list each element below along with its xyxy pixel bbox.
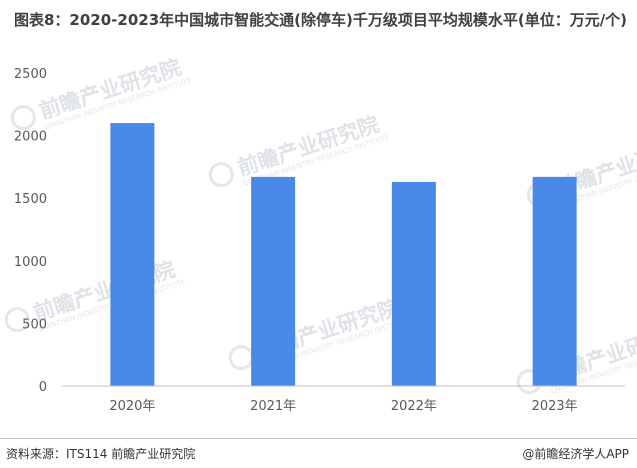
footer: 资料来源：ITS114 前瞻产业研究院 @前瞻经济学人APP bbox=[0, 438, 637, 468]
x-tick-label: 2021年 bbox=[250, 399, 296, 414]
watermark-logo-icon bbox=[10, 105, 36, 131]
y-axis-ticks: 0 500 1000 1500 2000 2500 bbox=[14, 67, 47, 395]
brand-credit: @前瞻经济学人APP bbox=[522, 447, 629, 461]
watermark-logo-icon bbox=[208, 162, 234, 188]
bar bbox=[391, 181, 436, 386]
bar bbox=[110, 123, 155, 386]
bar bbox=[532, 176, 577, 386]
bar-series bbox=[110, 123, 577, 386]
y-tick-label: 2500 bbox=[14, 67, 47, 82]
x-tick-label: 2023年 bbox=[532, 399, 578, 414]
x-tick-label: 2022年 bbox=[391, 399, 437, 414]
watermark-logo-icon bbox=[4, 307, 30, 333]
bar bbox=[251, 176, 296, 386]
y-tick-label: 1500 bbox=[14, 192, 47, 207]
y-tick-label: 0 bbox=[39, 380, 47, 395]
source-note: 资料来源：ITS114 前瞻产业研究院 bbox=[6, 447, 196, 461]
y-tick-label: 1000 bbox=[14, 255, 47, 270]
y-tick-label: 2000 bbox=[14, 130, 47, 145]
chart-title: 图表8：2020-2023年中国城市智能交通(除停车)千万级项目平均规模水平(单… bbox=[13, 11, 628, 29]
watermark-logo-icon bbox=[228, 345, 254, 371]
x-axis-ticks: 2020年 2021年 2022年 2023年 bbox=[109, 399, 577, 414]
y-tick-label: 500 bbox=[22, 317, 47, 332]
x-tick-label: 2020年 bbox=[109, 399, 155, 414]
